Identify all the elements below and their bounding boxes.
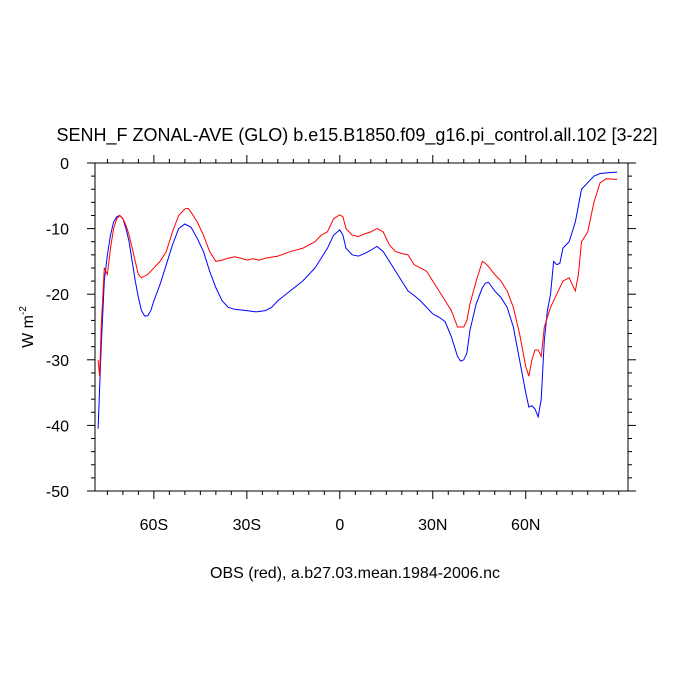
plot-frame xyxy=(94,162,629,492)
data-line xyxy=(97,178,618,377)
x-tick-label: 30S xyxy=(233,517,261,534)
y-tick-label: -40 xyxy=(46,418,69,435)
x-tick-label: 0 xyxy=(335,517,344,534)
y-axis-label-superscript: -2 xyxy=(18,306,29,315)
y-tick-label: -10 xyxy=(46,222,69,239)
chart-title: SENH_F ZONAL-AVE (GLO) b.e15.B1850.f09_g… xyxy=(57,125,658,146)
x-tick-label: 30N xyxy=(418,517,447,534)
y-axis-label-base: W m xyxy=(20,315,37,348)
y-tick-label: -20 xyxy=(46,287,69,304)
y-axis-label: W m-2 xyxy=(18,306,37,348)
y-axis-label-group: W m-2 xyxy=(18,306,37,348)
x-tick-label: 60S xyxy=(140,517,168,534)
data-line xyxy=(97,171,618,429)
x-tick-label: 60N xyxy=(511,517,540,534)
y-tick-label: 0 xyxy=(60,156,69,173)
x-axis-label: OBS (red), a.b27.03.mean.1984-2006.nc xyxy=(210,565,500,582)
y-tick-label: -30 xyxy=(46,353,69,370)
y-tick-label: -50 xyxy=(46,484,69,501)
